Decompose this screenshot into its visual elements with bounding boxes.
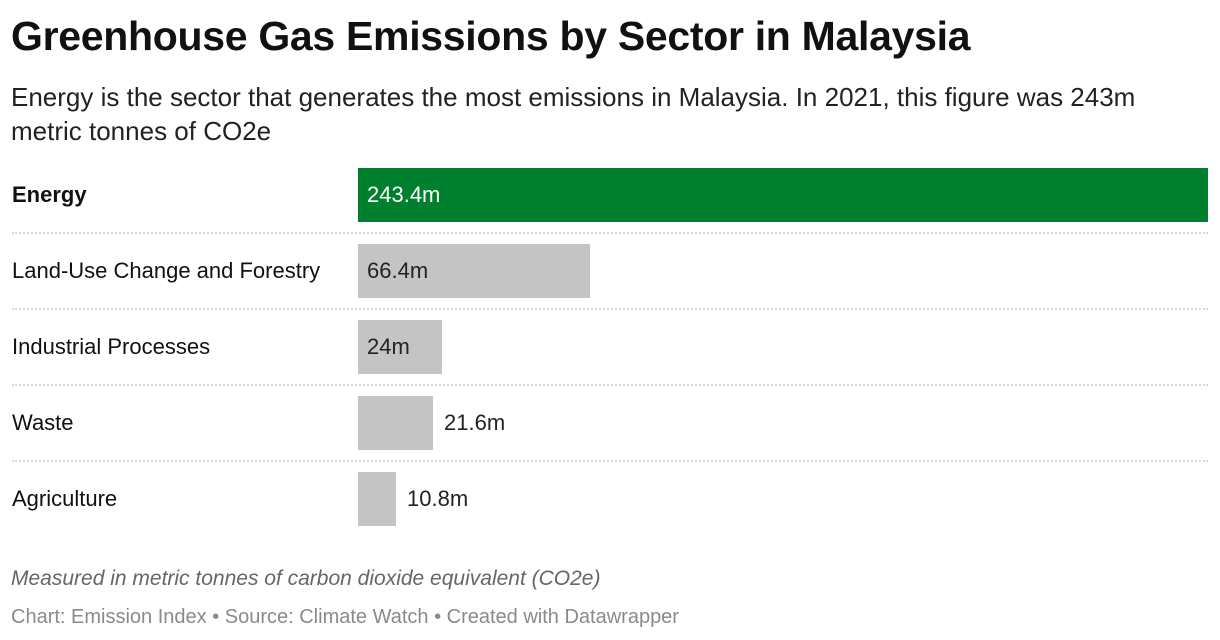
category-label-waste: Waste [12, 410, 74, 436]
bar-agriculture [358, 472, 396, 526]
bar-chart: Energy 243.4m Land-Use Change and Forestry… [0, 160, 1220, 540]
value-label-agriculture: 10.8m [407, 486, 468, 512]
value-label-land-use-change-and-forestry: 66.4m [367, 258, 428, 284]
row-divider [12, 384, 1208, 386]
category-label-energy: Energy [12, 182, 87, 208]
category-label-agriculture: Agriculture [12, 486, 117, 512]
chart-title: Greenhouse Gas Emissions by Sector in Ma… [11, 10, 970, 62]
chart-subtitle: Energy is the sector that generates the … [11, 80, 1201, 148]
category-label-land-use-change-and-forestry: Land-Use Change and Forestry [12, 258, 320, 284]
row-divider [12, 460, 1208, 462]
value-label-energy: 243.4m [367, 182, 440, 208]
chart-note: Measured in metric tonnes of carbon diox… [11, 566, 600, 592]
row-divider [12, 232, 1208, 234]
bar-waste [358, 396, 433, 450]
category-label-industrial-processes: Industrial Processes [12, 334, 210, 360]
value-label-industrial-processes: 24m [367, 334, 410, 360]
bar-energy [358, 168, 1208, 222]
value-label-waste: 21.6m [444, 410, 505, 436]
chart-footer: Chart: Emission Index • Source: Climate … [11, 604, 679, 630]
row-divider [12, 308, 1208, 310]
